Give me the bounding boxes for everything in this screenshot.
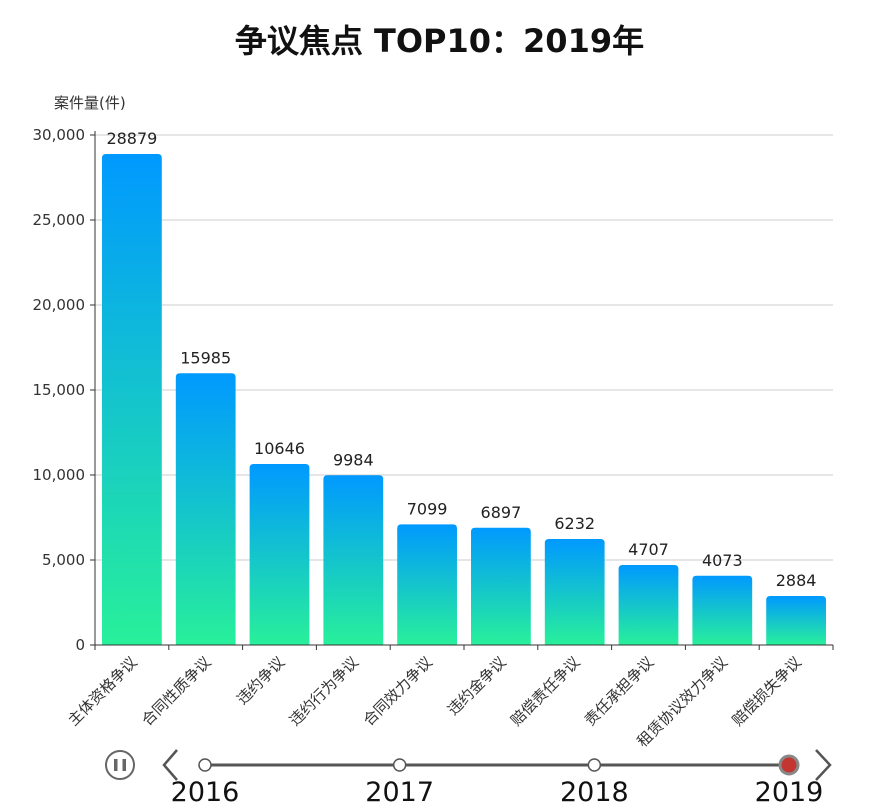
bar-value-label: 6897	[481, 503, 522, 522]
timeline-year-label[interactable]: 2018	[560, 777, 629, 808]
y-tick-label: 15,000	[33, 381, 86, 399]
chevron-left-icon[interactable]	[162, 749, 178, 781]
timeline[interactable]: 2016 2017 2018 2019	[105, 749, 832, 808]
category-label: 违约争议	[233, 653, 288, 708]
timeline-year-label[interactable]: 2016	[171, 777, 240, 808]
timeline-year-label[interactable]: 2019	[755, 777, 824, 808]
bars: 28879 15985 10646 9984 7099 6897 6232 4707 4073 2…	[102, 129, 826, 645]
bar-value-label: 15985	[180, 348, 231, 367]
bar[interactable]	[544, 539, 605, 645]
timeline-node-active[interactable]	[778, 754, 800, 776]
bar[interactable]	[323, 475, 384, 645]
bar-value-label: 28879	[106, 129, 157, 148]
y-axis-label: 案件量(件)	[54, 94, 126, 112]
y-tick-label: 30,000	[33, 126, 86, 144]
category-label: 违约行为争议	[286, 653, 362, 729]
category-label: 合同效力争议	[360, 653, 436, 729]
category-label: 违约金争议	[444, 653, 510, 719]
timeline-node[interactable]	[587, 758, 602, 772]
category-label: 主体资格争议	[64, 653, 140, 729]
bar-value-label: 7099	[407, 499, 448, 518]
bar[interactable]	[692, 575, 753, 645]
bar[interactable]	[766, 595, 826, 645]
bar[interactable]	[175, 373, 236, 645]
category-label: 赔偿责任争议	[507, 653, 583, 729]
pause-button[interactable]	[105, 750, 135, 780]
timeline-year-label[interactable]: 2017	[365, 777, 434, 808]
timeline-node[interactable]	[198, 758, 212, 772]
bar-value-label: 6232	[554, 514, 595, 533]
y-tick-label: 25,000	[33, 211, 86, 229]
y-tick-label: 20,000	[33, 296, 86, 314]
bar[interactable]	[471, 527, 531, 645]
chart-title: 争议焦点 TOP10：2019年	[234, 22, 645, 60]
category-label: 合同性质争议	[138, 653, 214, 729]
bar-value-label: 9984	[333, 450, 374, 469]
pause-icon	[105, 750, 135, 780]
bar[interactable]	[249, 464, 310, 645]
category-label: 赔偿损失争议	[729, 653, 805, 729]
bar-value-label: 2884	[776, 571, 817, 590]
bar-value-label: 10646	[254, 439, 305, 458]
y-tick-label: 5,000	[42, 551, 85, 569]
y-tick-label: 10,000	[33, 466, 86, 484]
bar[interactable]	[397, 524, 457, 645]
bar-value-label: 4707	[628, 540, 669, 559]
bar[interactable]	[618, 564, 679, 645]
timeline-node[interactable]	[392, 758, 407, 772]
category-label: 责任承担争议	[581, 653, 657, 729]
chevron-right-icon[interactable]	[815, 749, 832, 781]
bar[interactable]	[102, 154, 162, 645]
y-tick-label: 0	[75, 636, 85, 654]
bar-value-label: 4073	[702, 551, 743, 570]
